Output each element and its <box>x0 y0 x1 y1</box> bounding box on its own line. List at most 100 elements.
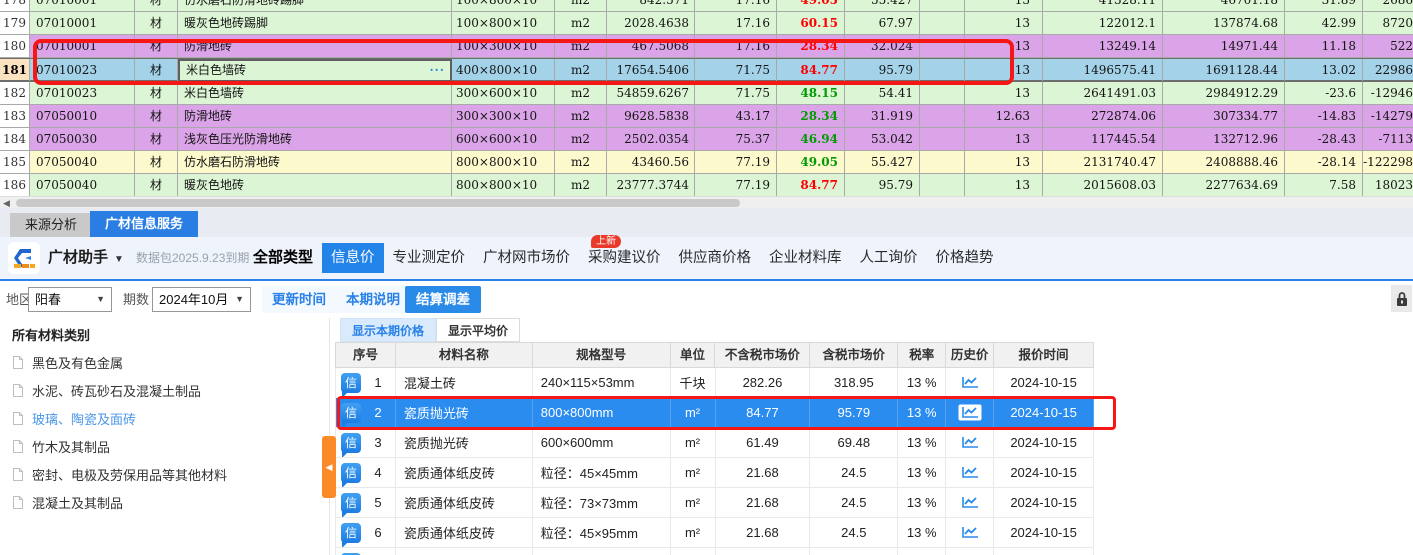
history-price-chart-icon[interactable] <box>958 494 982 511</box>
menu-item[interactable]: 全部类型 <box>244 243 322 273</box>
cell-expand-button[interactable]: ··· <box>429 63 445 77</box>
scrollbar-thumb[interactable] <box>16 199 740 207</box>
row-number-cell[interactable]: 183 <box>0 105 30 128</box>
sidebar-category-item[interactable]: 密封、电极及劳保用品等其他材料 <box>0 460 330 488</box>
table-row[interactable]: 179 07010001 材 暖灰色地砖踢脚 100×800×10 m2 202… <box>0 12 1413 35</box>
diff-amount-cell: -12946 <box>1363 82 1413 105</box>
diff-amount-cell: -7113 <box>1363 128 1413 151</box>
tab-source-analysis[interactable]: 来源分析 <box>10 213 93 237</box>
row-number-cell[interactable]: 182 <box>0 82 30 105</box>
price-table-row[interactable]: 信 6 瓷质通体纸皮砖 粒径：45×95mm m² 21.68 24.5 13 … <box>335 518 1094 548</box>
menu-item-label: 信息价 <box>331 250 375 266</box>
period-select[interactable]: 2024年10月 ▼ <box>152 287 251 312</box>
history-price-chart-icon[interactable] <box>958 524 982 541</box>
material-name-text: 仿水磨石防滑地砖 <box>184 155 281 169</box>
region-select[interactable]: 阳春 ▼ <box>28 287 112 312</box>
history-price-chart-icon[interactable] <box>958 464 982 481</box>
sidebar-category-item[interactable]: 黑色及有色金属 <box>0 348 330 376</box>
horizontal-scrollbar[interactable]: ◀ <box>0 196 1413 208</box>
spec-cell: 300×600×10 <box>452 82 555 105</box>
sidebar-category-item[interactable]: 混凝土及其制品 <box>0 488 330 516</box>
material-name-cell: 瓷质通体纸皮砖 <box>396 488 533 517</box>
info-source-badge[interactable]: 信 <box>341 372 361 397</box>
price-table-row[interactable]: 信 3 瓷质抛光砖 600×600mm m² 61.49 69.48 13 % <box>335 428 1094 458</box>
seq-number: 2 <box>374 405 382 420</box>
quantity-cell: 54859.6267 <box>607 82 695 105</box>
info-source-badge[interactable]: 信 <box>341 402 361 427</box>
base-price-cell: 71.75 <box>695 59 777 82</box>
row-number-cell[interactable]: 184 <box>0 128 30 151</box>
tax-rate-cell: 13 <box>965 174 1043 196</box>
sidebar-category-item[interactable]: 水泥、砖瓦砂石及混凝土制品 <box>0 376 330 404</box>
spec-cell: 800×800×10 <box>452 151 555 174</box>
taxed-price-cell: 67.97 <box>845 12 920 35</box>
sidebar-collapse-handle[interactable]: ◀ <box>322 436 336 498</box>
price-table-row[interactable]: 信 1 混凝土砖 240×115×53mm 千块 282.26 318.95 1… <box>335 368 1094 398</box>
price-table-row[interactable]: 信 <box>335 548 1094 555</box>
table-row[interactable]: 180 07010001 材 防滑地砖 100×300×10 m2 467.50… <box>0 35 1413 58</box>
tab-guangcai-info-service[interactable]: 广材信息服务 <box>90 211 199 237</box>
category-label: 水泥、砖瓦砂石及混凝土制品 <box>32 383 202 399</box>
price-table: 序号 材料名称 规格型号 单位 不含税市场价 含税市场价 税率 历史价 报价时间… <box>335 342 1094 555</box>
base-price-cell: 17.16 <box>695 0 777 12</box>
price-view-tab[interactable]: 显示平均价 <box>436 318 521 342</box>
info-source-badge[interactable]: 信 <box>341 432 361 457</box>
amount-incl-tax-cell: 307334.77 <box>1163 105 1285 128</box>
col-header-tax-rate: 税率 <box>898 343 947 367</box>
history-price-chart-icon[interactable] <box>958 374 982 391</box>
menu-item[interactable]: 专业测定价 <box>384 243 475 273</box>
taxed-price-cell: 54.41 <box>845 82 920 105</box>
menu-item[interactable]: 人工询价 <box>851 243 927 273</box>
unit-cell: m2 <box>555 59 607 82</box>
price-excl-tax-cell <box>716 548 811 555</box>
tax-rate-cell: 13 <box>965 82 1043 105</box>
table-row[interactable]: 178 07010001 材 仿水磨石防滑地砖踢脚 100×800×10 m2 … <box>0 0 1413 12</box>
menu-item[interactable]: 供应商价格 <box>670 243 761 273</box>
material-code-cell: 07010001 <box>30 35 135 58</box>
menu-item[interactable]: 信息价 <box>322 243 384 273</box>
info-source-badge[interactable]: 信 <box>341 492 361 517</box>
period-note-button[interactable]: 本期说明 <box>336 286 410 313</box>
row-number-cell[interactable]: 186 <box>0 174 30 196</box>
quantity-cell: 467.5068 <box>607 35 695 58</box>
price-table-row[interactable]: 信 4 瓷质通体纸皮砖 粒径：45×45mm m² 21.68 24.5 13 … <box>335 458 1094 488</box>
app-name-dropdown[interactable]: 广材助手 ▼ <box>48 237 124 279</box>
empty-cell <box>920 128 965 151</box>
row-number-cell[interactable]: 180 <box>0 35 30 58</box>
table-row[interactable]: 183 07050010 材 防滑地砖 300×300×10 m2 9628.5… <box>0 105 1413 128</box>
table-row[interactable]: 182 07010023 材 米白色墙砖 300×600×10 m2 54859… <box>0 82 1413 105</box>
price-diff-cell: 13.02 <box>1285 59 1363 82</box>
row-number-cell[interactable]: 178 <box>0 0 30 12</box>
price-view-tab[interactable]: 显示本期价格 <box>340 318 437 342</box>
table-row[interactable]: 184 07050030 材 浅灰色压光防滑地砖 600×600×10 m2 2… <box>0 128 1413 151</box>
sidebar-category-item[interactable]: 竹木及其制品 <box>0 432 330 460</box>
market-price-cell: 49.05 <box>777 151 845 174</box>
info-source-badge[interactable]: 信 <box>341 462 361 487</box>
table-row[interactable]: 181 07010023 材 米白色墙砖 ··· 400×800×10 m2 1… <box>0 58 1413 82</box>
settlement-adjust-button[interactable]: 结算调差 <box>405 286 481 313</box>
menu-item[interactable]: 采购建议价 上新 <box>579 235 670 273</box>
update-time-button[interactable]: 更新时间 <box>262 286 336 313</box>
menu-item[interactable]: 广材网市场价 <box>474 243 579 273</box>
col-header-spec: 规格型号 <box>533 343 671 367</box>
diff-amount-cell: 2686 <box>1363 0 1413 12</box>
table-row[interactable]: 186 07050040 材 暖灰色地砖 800×800×10 m2 23777… <box>0 174 1413 196</box>
row-number-cell[interactable]: 179 <box>0 12 30 35</box>
history-price-chart-icon[interactable] <box>958 434 982 451</box>
price-table-row[interactable]: 信 2 瓷质抛光砖 800×800mm m² 84.77 95.79 13 % <box>335 398 1094 428</box>
lock-icon[interactable] <box>1391 285 1412 312</box>
quote-date-cell: 2024-10-15 <box>994 518 1094 547</box>
info-source-badge[interactable]: 信 <box>341 522 361 547</box>
sidebar-category-item[interactable]: 玻璃、陶瓷及面砖 <box>0 404 330 432</box>
row-number-cell[interactable]: 181 <box>0 59 30 82</box>
price-table-row[interactable]: 信 5 瓷质通体纸皮砖 粒径：73×73mm m² 21.68 24.5 13 … <box>335 488 1094 518</box>
info-source-badge[interactable]: 信 <box>341 552 361 555</box>
history-price-chart-icon[interactable] <box>958 404 982 421</box>
row-number-cell[interactable]: 185 <box>0 151 30 174</box>
unit-cell: m2 <box>555 0 607 12</box>
spreadsheet-body: 178 07010001 材 仿水磨石防滑地砖踢脚 100×800×10 m2 … <box>0 0 1413 196</box>
scroll-left-arrow-icon[interactable]: ◀ <box>3 198 10 208</box>
menu-item[interactable]: 企业材料库 <box>760 243 851 273</box>
table-row[interactable]: 185 07050040 材 仿水磨石防滑地砖 800×800×10 m2 43… <box>0 151 1413 174</box>
menu-item[interactable]: 价格趋势 <box>927 243 1003 273</box>
